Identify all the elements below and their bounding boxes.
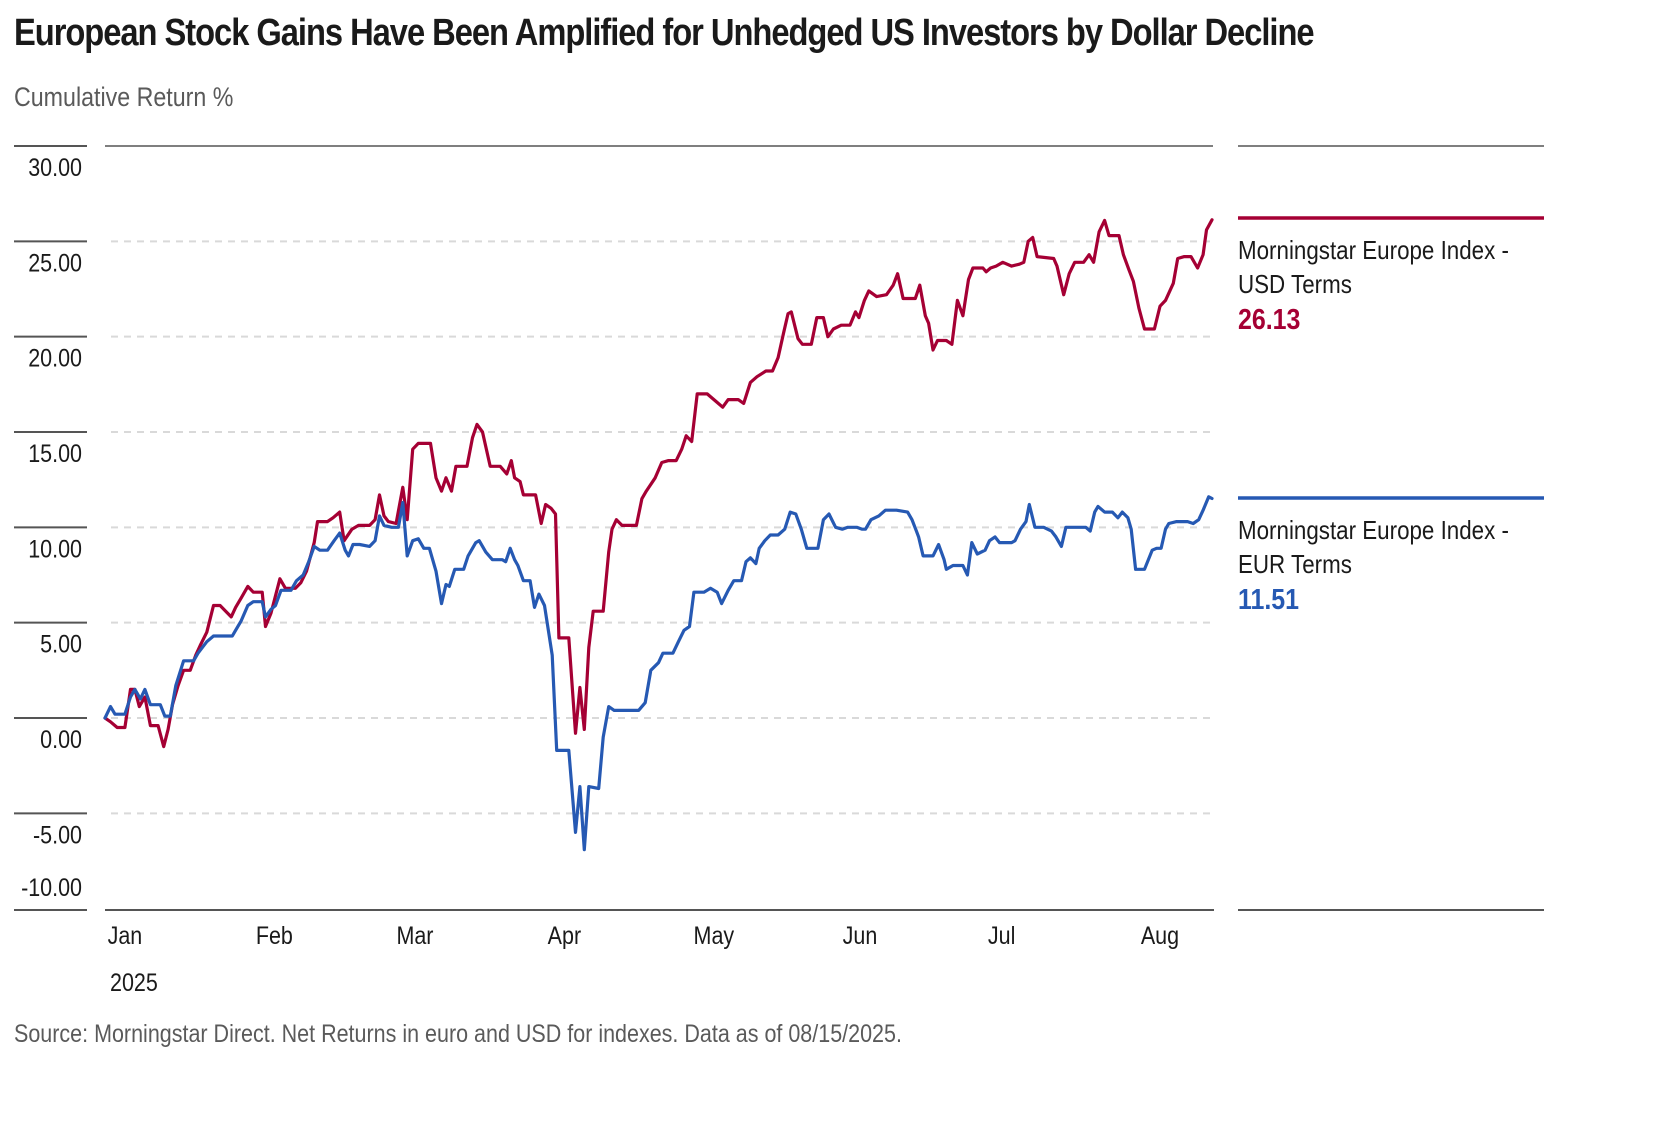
y-tick-label: 0.00 bbox=[40, 725, 82, 753]
y-tick-label: -5.00 bbox=[33, 821, 82, 849]
legend-label-usd-line1: Morningstar Europe Index - bbox=[1238, 235, 1509, 265]
source-note: Source: Morningstar Direct. Net Returns … bbox=[14, 1020, 902, 1048]
legend-label-eur-line2: EUR Terms bbox=[1238, 549, 1352, 579]
series-line-usd bbox=[103, 218, 1214, 749]
y-tick-label: 30.00 bbox=[28, 153, 82, 181]
legend-lines bbox=[1238, 145, 1544, 911]
x-tick-label: Aug bbox=[1141, 921, 1179, 949]
gridlines bbox=[105, 145, 1213, 815]
x-tick-label: Apr bbox=[548, 921, 582, 949]
x-tick-label: Jun bbox=[843, 921, 878, 949]
x-axis: Jan Feb Mar Apr May Jun Jul Aug 2025 bbox=[105, 909, 1214, 996]
y-tick-label: 15.00 bbox=[28, 439, 82, 467]
y-tick-label: 25.00 bbox=[28, 249, 82, 277]
line-chart: 30.00 25.00 20.00 15.00 10.00 5.00 0.00 -5.00 -1… bbox=[14, 145, 1544, 996]
x-tick-label: Jan bbox=[108, 921, 143, 949]
y-tick-label: 5.00 bbox=[40, 630, 82, 658]
series-lines bbox=[103, 218, 1214, 852]
legend-label-usd: Morningstar Europe Index - USD Terms bbox=[1238, 233, 1509, 301]
y-axis: 30.00 25.00 20.00 15.00 10.00 5.00 0.00 -5.00 -1… bbox=[14, 145, 87, 911]
x-axis-year-label: 2025 bbox=[110, 968, 158, 996]
y-tick-label: -10.00 bbox=[21, 873, 82, 901]
chart-subtitle: Cumulative Return % bbox=[14, 82, 234, 112]
x-tick-label: Feb bbox=[256, 921, 293, 949]
legend-label-eur: Morningstar Europe Index - EUR Terms bbox=[1238, 513, 1509, 581]
x-tick-label: May bbox=[694, 921, 735, 949]
legend-label-usd-line2: USD Terms bbox=[1238, 269, 1352, 299]
legend-value-eur: 11.51 bbox=[1238, 584, 1300, 616]
x-tick-label: Jul bbox=[988, 921, 1015, 949]
x-tick-label: Mar bbox=[396, 921, 433, 949]
legend-label-eur-line1: Morningstar Europe Index - bbox=[1238, 515, 1509, 545]
y-tick-label: 20.00 bbox=[28, 344, 82, 372]
legend-value-usd: 26.13 bbox=[1238, 304, 1301, 336]
chart-title: European Stock Gains Have Been Amplified… bbox=[14, 12, 1315, 54]
y-tick-label: 10.00 bbox=[28, 535, 82, 563]
series-line-eur bbox=[103, 495, 1214, 852]
